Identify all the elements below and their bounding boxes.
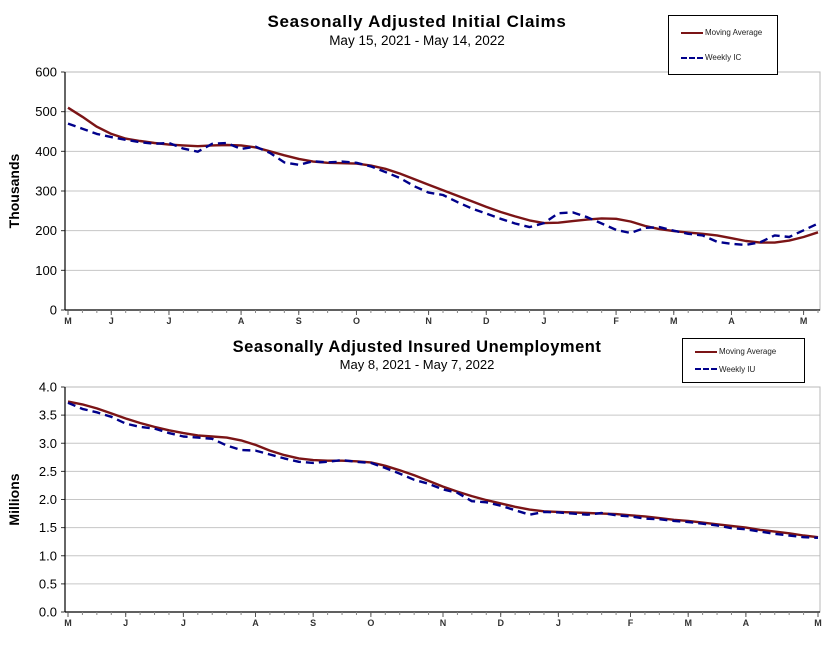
svg-text:2.5: 2.5 bbox=[39, 464, 57, 479]
svg-text:J: J bbox=[123, 618, 128, 628]
svg-text:2.0: 2.0 bbox=[39, 492, 57, 507]
y-axis-label: Millions bbox=[6, 473, 22, 526]
legend-item-moving-average: Moving Average bbox=[695, 347, 800, 356]
chart-subtitle: May 15, 2021 - May 14, 2022 bbox=[329, 33, 505, 48]
svg-text:O: O bbox=[353, 316, 360, 326]
svg-text:100: 100 bbox=[35, 263, 57, 278]
svg-text:200: 200 bbox=[35, 223, 57, 238]
moving-average-line-sample bbox=[695, 350, 717, 353]
svg-text:O: O bbox=[367, 618, 374, 628]
moving-average-line bbox=[67, 106, 819, 244]
svg-text:F: F bbox=[628, 618, 634, 628]
svg-text:3.5: 3.5 bbox=[39, 408, 57, 423]
svg-text:0: 0 bbox=[50, 303, 57, 318]
initial-claims-chart-block: 0 100 200 300 400 500 600 M J J A S O N D J F M A M Seasona… bbox=[6, 12, 821, 326]
svg-text:N: N bbox=[425, 316, 432, 326]
y-axis-label: Thousands bbox=[6, 153, 22, 229]
weekly-iu-line-sample bbox=[695, 368, 717, 371]
legend-item-weekly-ic: Weekly IC bbox=[681, 53, 773, 62]
svg-text:600: 600 bbox=[35, 65, 57, 80]
svg-text:A: A bbox=[728, 316, 735, 326]
svg-text:J: J bbox=[166, 316, 171, 326]
moving-average-line bbox=[67, 400, 819, 539]
legend-item-moving-average: Moving Average bbox=[681, 28, 773, 37]
insured-unemployment-plot: 0.0 0.5 1.0 1.5 2.0 2.5 3.0 3.5 4.0 M J J A S O N D J F M A M bbox=[39, 380, 822, 629]
svg-text:J: J bbox=[109, 316, 114, 326]
svg-text:J: J bbox=[541, 316, 546, 326]
svg-text:0.0: 0.0 bbox=[39, 605, 57, 620]
legend-item-weekly-iu: Weekly IU bbox=[695, 365, 800, 374]
legend-label: Moving Average bbox=[705, 28, 763, 37]
svg-text:300: 300 bbox=[35, 184, 57, 199]
weekly-ic-line bbox=[67, 122, 819, 247]
svg-text:S: S bbox=[310, 618, 316, 628]
svg-text:M: M bbox=[64, 618, 72, 628]
svg-text:M: M bbox=[684, 618, 692, 628]
svg-text:N: N bbox=[440, 618, 447, 628]
svg-text:M: M bbox=[814, 618, 822, 628]
svg-text:M: M bbox=[800, 316, 808, 326]
legend-label: Weekly IU bbox=[719, 364, 756, 374]
svg-text:500: 500 bbox=[35, 104, 57, 119]
svg-text:M: M bbox=[64, 316, 72, 326]
svg-text:3.0: 3.0 bbox=[39, 436, 57, 451]
chart-title: Seasonally Adjusted Insured Unemployment bbox=[232, 338, 602, 356]
chart-subtitle: May 8, 2021 - May 7, 2022 bbox=[339, 357, 495, 372]
svg-text:S: S bbox=[296, 316, 302, 326]
weekly-iu-line bbox=[67, 401, 819, 539]
legend: Moving Average Weekly IU bbox=[682, 338, 805, 383]
initial-claims-plot: 0 100 200 300 400 500 600 M J J A S O N D J F M A M bbox=[35, 65, 821, 326]
insured-unemployment-chart-block: 0.0 0.5 1.0 1.5 2.0 2.5 3.0 3.5 4.0 M J J A S O N D J F M A M… bbox=[0, 335, 834, 666]
legend: Moving Average Weekly IC bbox=[668, 15, 778, 75]
svg-text:4.0: 4.0 bbox=[39, 380, 57, 395]
svg-text:A: A bbox=[743, 618, 750, 628]
chart-title: Seasonally Adjusted Initial Claims bbox=[267, 12, 567, 31]
svg-text:A: A bbox=[252, 618, 259, 628]
svg-text:400: 400 bbox=[35, 144, 57, 159]
svg-text:D: D bbox=[483, 316, 490, 326]
svg-text:J: J bbox=[181, 618, 186, 628]
svg-text:1.5: 1.5 bbox=[39, 520, 57, 535]
svg-text:M: M bbox=[670, 316, 678, 326]
svg-text:1.0: 1.0 bbox=[39, 548, 57, 563]
svg-text:0.5: 0.5 bbox=[39, 576, 57, 591]
moving-average-line-sample bbox=[681, 31, 703, 34]
svg-text:A: A bbox=[238, 316, 245, 326]
weekly-ic-line-sample bbox=[681, 56, 703, 59]
svg-text:J: J bbox=[556, 618, 561, 628]
svg-text:D: D bbox=[497, 618, 504, 628]
legend-label: Moving Average bbox=[719, 347, 777, 357]
svg-text:F: F bbox=[613, 316, 619, 326]
legend-label: Weekly IC bbox=[705, 53, 742, 62]
